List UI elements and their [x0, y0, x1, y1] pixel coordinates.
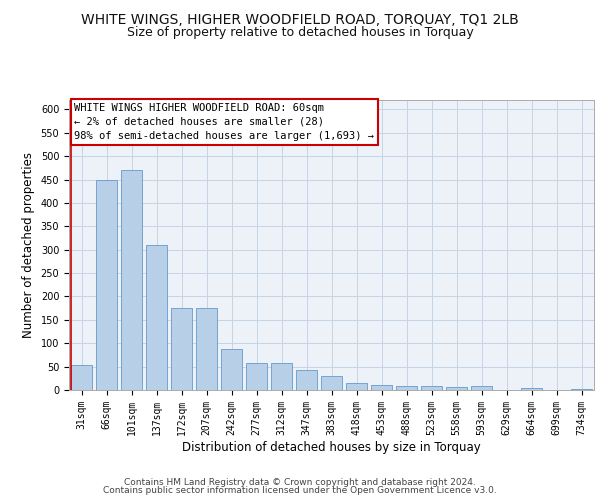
X-axis label: Distribution of detached houses by size in Torquay: Distribution of detached houses by size …: [182, 440, 481, 454]
Bar: [96, 180, 117, 390]
Text: Contains public sector information licensed under the Open Government Licence v3: Contains public sector information licen…: [103, 486, 497, 495]
Text: Size of property relative to detached houses in Torquay: Size of property relative to detached ho…: [127, 26, 473, 39]
Text: Contains HM Land Registry data © Crown copyright and database right 2024.: Contains HM Land Registry data © Crown c…: [124, 478, 476, 487]
Bar: [146, 245, 167, 390]
Bar: [321, 376, 342, 390]
Bar: [521, 388, 542, 390]
Y-axis label: Number of detached properties: Number of detached properties: [22, 152, 35, 338]
Bar: [371, 386, 392, 390]
Bar: [296, 370, 317, 390]
Bar: [121, 170, 142, 390]
Bar: [446, 386, 467, 390]
Bar: [346, 383, 367, 390]
Bar: [71, 365, 92, 390]
Bar: [571, 388, 592, 390]
Bar: [271, 363, 292, 390]
Bar: [471, 386, 492, 390]
Bar: [421, 386, 442, 390]
Text: WHITE WINGS, HIGHER WOODFIELD ROAD, TORQUAY, TQ1 2LB: WHITE WINGS, HIGHER WOODFIELD ROAD, TORQ…: [81, 12, 519, 26]
Bar: [171, 308, 192, 390]
Bar: [221, 349, 242, 390]
Bar: [196, 308, 217, 390]
Bar: [396, 386, 417, 390]
Text: WHITE WINGS HIGHER WOODFIELD ROAD: 60sqm
← 2% of detached houses are smaller (28: WHITE WINGS HIGHER WOODFIELD ROAD: 60sqm…: [74, 103, 374, 141]
Bar: [246, 363, 267, 390]
